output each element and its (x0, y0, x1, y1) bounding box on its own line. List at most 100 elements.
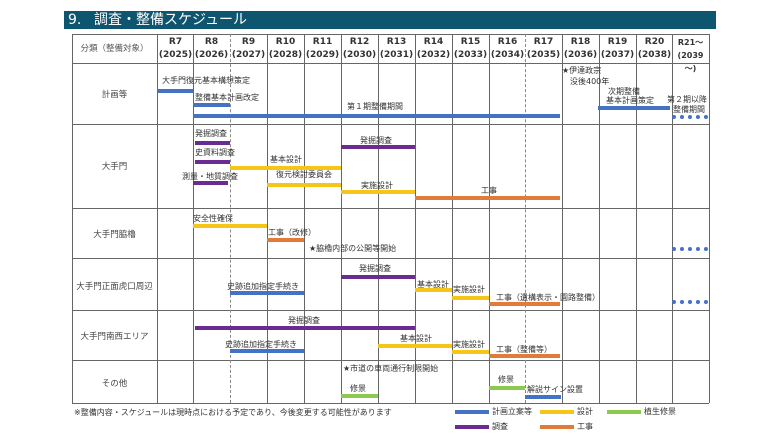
legend-swatch (455, 424, 489, 429)
row-label-otemon: 大手門 (101, 162, 128, 172)
bar-label: 解説サイン設置 (527, 385, 583, 394)
bar-label: 工事 (481, 186, 497, 195)
milestone-label: ★伊達政宗 (562, 66, 602, 75)
page-title: 調査・整備スケジュール (94, 12, 248, 28)
bar-label: 工事（遺構表示・園路整備） (496, 293, 600, 302)
gantt-bar-construction (489, 354, 560, 358)
year-header: R15 (2033) (453, 37, 488, 60)
gantt-bar-plan-dotted (672, 115, 708, 119)
bar-label: 史跡追加指定手続き (225, 340, 297, 349)
legend-swatch (455, 409, 489, 414)
year-header: R8 (2026) (194, 37, 229, 60)
gantt-bar-survey (341, 275, 415, 279)
legend-design: 設計 (540, 407, 593, 417)
bar-label: 修景 (350, 384, 366, 393)
year-header: R19 (2037) (600, 37, 635, 60)
gantt-bar-design (452, 296, 489, 300)
row-label-wakiyagura: 大手門脇櫓 (93, 230, 136, 240)
bar-label: 実施設計 (361, 181, 393, 190)
gantt-bar-plan (193, 114, 560, 118)
year-header: R17 (2035) (526, 37, 561, 60)
milestone-label: ★市道の車両通行制限開始 (343, 364, 439, 373)
gantt-bar-landscape (489, 386, 525, 390)
bar-label: 第１期整備期間 (347, 102, 403, 111)
gantt-bar-plan (598, 106, 670, 110)
bar-label: 発掘調査 (360, 136, 392, 145)
gantt-bar-plan (230, 291, 304, 295)
year-header: R13 (2031) (379, 37, 414, 60)
legend-survey: 調査 (455, 422, 508, 432)
year-header: R21～ (2039～) (677, 38, 704, 73)
bar-label: 整備基本計画改定 (195, 93, 259, 102)
gantt-bar-survey (195, 160, 230, 164)
gantt-bar-survey (341, 145, 415, 149)
bar-label: 発掘調査 (359, 264, 391, 273)
row-label-southwest: 大手門南西エリア (80, 332, 149, 342)
gantt-bar-design (193, 224, 267, 228)
bar-label: 基本計画策定 (606, 96, 654, 105)
gantt-bar-design (341, 190, 415, 194)
legend-swatch (540, 409, 574, 414)
bar-label: 安全性確保 (193, 214, 233, 223)
milestone-label: 没後400年 (570, 77, 610, 86)
year-header: R11 (2029) (305, 37, 340, 60)
footnote: ※整備内容・スケジュールは現時点における予定であり、今後変更する可能性があります (74, 408, 392, 417)
bar-label: 基本設計 (270, 155, 302, 164)
gantt-bar-plan (193, 103, 230, 107)
gantt-bar-landscape (341, 394, 378, 398)
bar-label: 実施設計 (453, 340, 485, 349)
legend-landscape: 植生修景 (607, 407, 676, 417)
gantt-bar-survey (193, 181, 228, 185)
bar-label: 修景 (498, 375, 514, 384)
bar-label: 発掘調査 (195, 129, 227, 138)
bar-label: 史跡追加指定手続き (227, 282, 299, 291)
gantt-bar-plan-dotted (672, 247, 708, 251)
legend-swatch (607, 409, 641, 414)
gantt-bar-design (267, 183, 341, 187)
gantt-bar-plan (525, 395, 561, 399)
bar-label: 復元検討委員会 (276, 170, 332, 179)
year-header: R10 (2028) (268, 37, 303, 60)
gantt-bar-design (452, 350, 489, 354)
bar-label: 工事（改修） (268, 228, 316, 237)
year-header: R18 (2036) (563, 37, 598, 60)
legend-swatch (540, 424, 574, 429)
year-header: R16 (2034) (490, 37, 525, 60)
bar-label: 基本設計 (417, 280, 449, 289)
year-header: R7 (2025) (158, 37, 193, 60)
bar-label: 工事（整備等） (496, 345, 552, 354)
year-header: R14 (2032) (416, 37, 451, 60)
legend-plan: 計画立案等 (455, 407, 532, 417)
gantt-bar-plan (230, 349, 304, 353)
gantt-bar-design (230, 166, 341, 170)
year-header: R9 (2027) (231, 37, 266, 60)
bar-label: 整備期間 (673, 105, 705, 114)
bar-label: 実施設計 (453, 285, 485, 294)
bar-label: 史資料調査 (195, 148, 235, 157)
legend-construction: 工事 (540, 422, 593, 432)
year-header: R20 (2038) (637, 37, 672, 60)
gantt-bar-survey (195, 326, 415, 330)
bar-label: 測量・地質調査 (182, 172, 238, 181)
row-label-front-koguchi: 大手門正面虎口周辺 (76, 282, 153, 292)
row-label-plan: 計画等 (101, 90, 128, 100)
year-header: R12 (2030) (342, 37, 377, 60)
gantt-bar-plan (157, 89, 193, 93)
bar-label: 次期整備 (608, 87, 640, 96)
row-label-other: その他 (101, 379, 128, 389)
gantt-bar-survey (195, 141, 230, 145)
gantt-bar-construction (489, 302, 560, 306)
gantt-bar-design (378, 344, 452, 348)
section-number: 9. (68, 12, 82, 28)
bar-label: 発掘調査 (288, 316, 320, 325)
gantt-bar-design (415, 288, 452, 292)
milestone-label: ★脇櫓内部の公開等開始 (309, 244, 397, 253)
bar-label: 大手門復元基本構想策定 (162, 76, 250, 85)
bar-label: 基本設計 (400, 334, 432, 343)
gantt-bar-plan-dotted (672, 300, 708, 304)
bar-label: 第２期以降 (667, 95, 707, 104)
category-header: 分類（整備対象） (80, 44, 149, 54)
page-title-bar: 9. 調査・整備スケジュール (64, 11, 716, 29)
gantt-bar-construction (267, 238, 304, 242)
